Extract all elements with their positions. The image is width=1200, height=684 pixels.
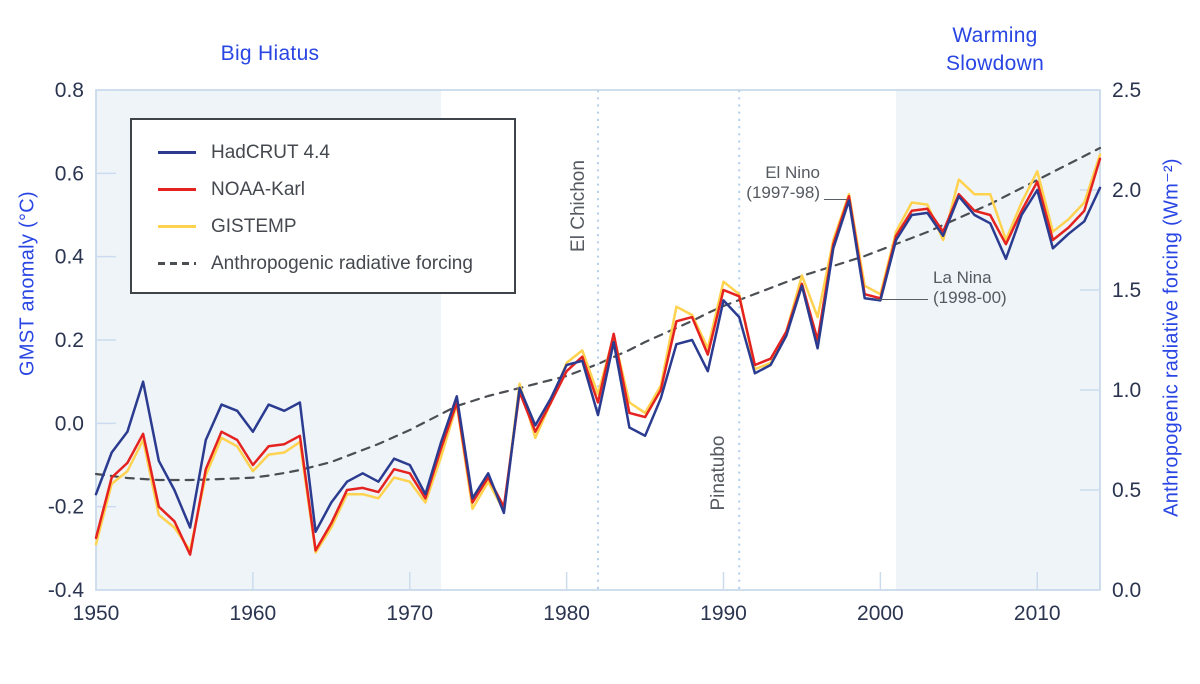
svg-text:2.0: 2.0 xyxy=(1112,179,1141,202)
svg-text:0.2: 0.2 xyxy=(55,329,84,352)
series-line-noaa-karl xyxy=(94,157,1102,556)
svg-text:1970: 1970 xyxy=(386,602,433,625)
svg-text:1950: 1950 xyxy=(73,602,120,625)
svg-text:2000: 2000 xyxy=(857,602,904,625)
legend-item-hadcrut: HadCRUT 4.4 xyxy=(158,134,514,171)
series-line-anthropogenic-radiative-forcing xyxy=(94,146,1102,482)
series-line-hadcrut-4-4 xyxy=(94,186,1102,533)
svg-text:2010: 2010 xyxy=(1014,602,1061,625)
right-axis-title: Anthropogenic radiative forcing (Wm⁻²) xyxy=(1160,158,1183,517)
gistemp-line-swatch xyxy=(158,225,196,228)
legend: HadCRUT 4.4 NOAA-Karl GISTEMP Anthropoge… xyxy=(130,118,516,294)
el-chichon-event-label: El Chichon xyxy=(568,160,589,252)
svg-text:0.6: 0.6 xyxy=(55,162,84,185)
svg-text:1.0: 1.0 xyxy=(1112,379,1141,402)
forcing-dashed-line xyxy=(94,146,1102,482)
la-nina-annotation: La Nina (1998-00) xyxy=(933,268,1007,307)
noaa-line-swatch xyxy=(158,188,196,191)
legend-label-noaa: NOAA-Karl xyxy=(211,178,305,200)
la-nina-connector-line xyxy=(876,299,928,300)
axis-tick-labels: 0.8 0.6 0.4 0.2 0.0 -0.2 -0.4 2.5 2.0 1.5 1.0 0.5 0.… xyxy=(48,79,1141,625)
temperature-series-lines xyxy=(94,153,1102,556)
svg-text:-0.4: -0.4 xyxy=(48,579,85,602)
svg-text:0.5: 0.5 xyxy=(1112,479,1141,502)
legend-item-gistemp: GISTEMP xyxy=(158,208,514,245)
pinatubo-event-label: Pinatubo xyxy=(708,435,729,511)
svg-text:1960: 1960 xyxy=(230,602,277,625)
svg-text:0.0: 0.0 xyxy=(55,412,84,435)
legend-item-noaa: NOAA-Karl xyxy=(158,171,514,208)
axis-ticks xyxy=(95,89,1100,591)
legend-label-forcing: Anthropogenic radiative forcing xyxy=(211,252,473,274)
svg-text:1980: 1980 xyxy=(543,602,590,625)
svg-text:0.8: 0.8 xyxy=(55,79,84,102)
legend-label-gistemp: GISTEMP xyxy=(211,215,297,237)
svg-text:0.0: 0.0 xyxy=(1112,579,1141,602)
warming-slowdown-region-label: Warming Slowdown xyxy=(945,24,1045,75)
svg-text:-0.2: -0.2 xyxy=(48,496,84,519)
svg-text:0.4: 0.4 xyxy=(55,246,85,269)
hadcrut-line-swatch xyxy=(158,151,196,154)
el-nino-annotation: El Nino (1997-98) xyxy=(746,163,820,202)
shaded-region-1 xyxy=(896,90,1100,590)
svg-text:2.5: 2.5 xyxy=(1112,79,1141,102)
big-hiatus-region-label: Big Hiatus xyxy=(220,42,320,65)
left-axis-title: GMST anomaly (°C) xyxy=(16,191,39,376)
legend-item-forcing: Anthropogenic radiative forcing xyxy=(158,245,514,282)
el-nino-connector-line xyxy=(824,199,847,200)
svg-text:1.5: 1.5 xyxy=(1112,279,1141,302)
legend-label-hadcrut: HadCRUT 4.4 xyxy=(211,141,330,163)
forcing-dashed-swatch xyxy=(158,262,196,265)
svg-text:1990: 1990 xyxy=(700,602,747,625)
